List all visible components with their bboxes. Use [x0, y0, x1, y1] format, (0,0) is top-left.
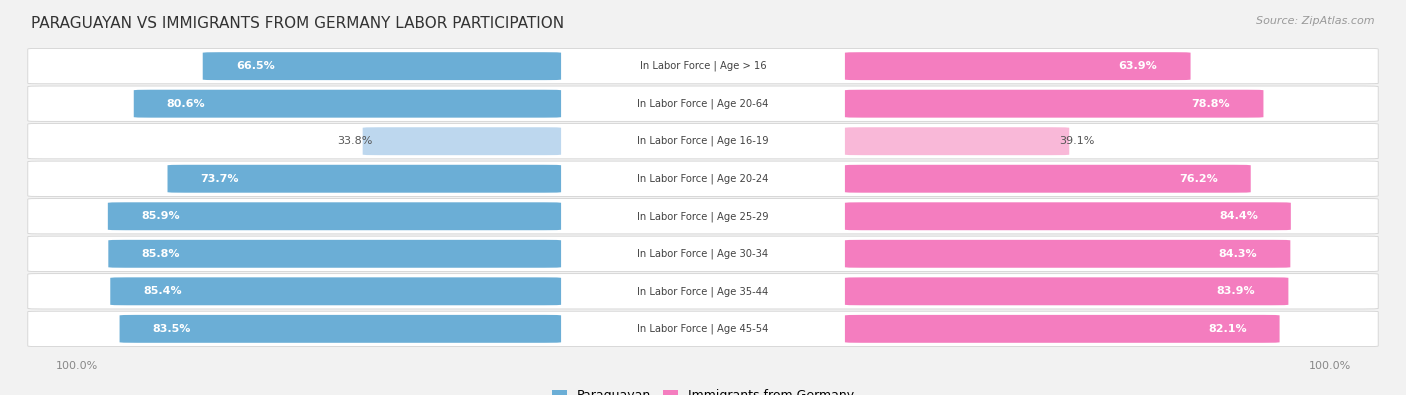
Text: 82.1%: 82.1%: [1208, 324, 1247, 334]
Text: In Labor Force | Age 30-34: In Labor Force | Age 30-34: [637, 248, 769, 259]
Text: 85.4%: 85.4%: [143, 286, 181, 296]
FancyBboxPatch shape: [845, 277, 1288, 305]
Text: 100.0%: 100.0%: [1309, 361, 1351, 371]
FancyBboxPatch shape: [845, 127, 1069, 155]
FancyBboxPatch shape: [108, 240, 561, 268]
Text: PARAGUAYAN VS IMMIGRANTS FROM GERMANY LABOR PARTICIPATION: PARAGUAYAN VS IMMIGRANTS FROM GERMANY LA…: [31, 16, 564, 31]
FancyBboxPatch shape: [108, 202, 561, 230]
Text: 100.0%: 100.0%: [55, 361, 97, 371]
Text: 83.5%: 83.5%: [153, 324, 191, 334]
Text: 85.8%: 85.8%: [142, 249, 180, 259]
FancyBboxPatch shape: [167, 165, 561, 193]
FancyBboxPatch shape: [28, 86, 1378, 121]
Text: Source: ZipAtlas.com: Source: ZipAtlas.com: [1257, 16, 1375, 26]
Text: In Labor Force | Age 20-24: In Labor Force | Age 20-24: [637, 173, 769, 184]
Text: 85.9%: 85.9%: [141, 211, 180, 221]
Text: 66.5%: 66.5%: [236, 61, 274, 71]
Text: 80.6%: 80.6%: [167, 99, 205, 109]
FancyBboxPatch shape: [28, 274, 1378, 309]
Text: 39.1%: 39.1%: [1060, 136, 1095, 146]
FancyBboxPatch shape: [120, 315, 561, 343]
FancyBboxPatch shape: [845, 202, 1291, 230]
FancyBboxPatch shape: [845, 165, 1251, 193]
FancyBboxPatch shape: [28, 311, 1378, 346]
Text: 33.8%: 33.8%: [337, 136, 373, 146]
Text: 83.9%: 83.9%: [1216, 286, 1256, 296]
Text: In Labor Force | Age 45-54: In Labor Force | Age 45-54: [637, 324, 769, 334]
Text: 78.8%: 78.8%: [1192, 99, 1230, 109]
FancyBboxPatch shape: [28, 49, 1378, 84]
Text: In Labor Force | Age 35-44: In Labor Force | Age 35-44: [637, 286, 769, 297]
Text: In Labor Force | Age 16-19: In Labor Force | Age 16-19: [637, 136, 769, 147]
Text: In Labor Force | Age 25-29: In Labor Force | Age 25-29: [637, 211, 769, 222]
FancyBboxPatch shape: [845, 90, 1264, 118]
Text: 84.4%: 84.4%: [1219, 211, 1258, 221]
FancyBboxPatch shape: [28, 236, 1378, 271]
Text: 84.3%: 84.3%: [1219, 249, 1257, 259]
FancyBboxPatch shape: [845, 240, 1291, 268]
FancyBboxPatch shape: [110, 277, 561, 305]
Text: 63.9%: 63.9%: [1119, 61, 1157, 71]
FancyBboxPatch shape: [363, 127, 561, 155]
FancyBboxPatch shape: [134, 90, 561, 118]
FancyBboxPatch shape: [28, 124, 1378, 159]
Text: 76.2%: 76.2%: [1178, 174, 1218, 184]
FancyBboxPatch shape: [28, 199, 1378, 234]
Text: In Labor Force | Age > 16: In Labor Force | Age > 16: [640, 61, 766, 71]
Text: In Labor Force | Age 20-64: In Labor Force | Age 20-64: [637, 98, 769, 109]
Legend: Paraguayan, Immigrants from Germany: Paraguayan, Immigrants from Germany: [547, 384, 859, 395]
FancyBboxPatch shape: [202, 52, 561, 80]
Text: 73.7%: 73.7%: [201, 174, 239, 184]
FancyBboxPatch shape: [845, 52, 1191, 80]
FancyBboxPatch shape: [845, 315, 1279, 343]
FancyBboxPatch shape: [28, 161, 1378, 196]
